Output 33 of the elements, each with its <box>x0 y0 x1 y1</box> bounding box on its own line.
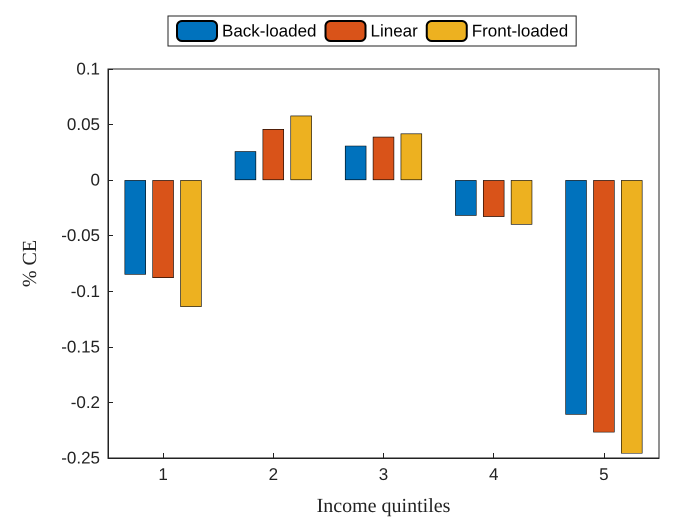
bar <box>262 129 284 180</box>
legend-label: Front-loaded <box>472 22 568 40</box>
bar <box>290 116 312 180</box>
y-tick-label: -0.25 <box>61 448 100 468</box>
bar <box>621 180 642 454</box>
y-tick-label: -0.2 <box>70 392 100 412</box>
y-tick-label: -0.1 <box>70 282 100 301</box>
y-axis-title: % CE <box>19 240 41 288</box>
bar <box>565 180 587 415</box>
x-axis-title: Income quintiles <box>316 495 451 517</box>
bar <box>372 136 394 180</box>
bar <box>180 180 202 307</box>
x-tick-label: 5 <box>599 465 609 484</box>
x-tick-label: 1 <box>158 465 168 484</box>
bar <box>455 180 477 216</box>
y-tick-label: 0.1 <box>76 60 100 78</box>
bar <box>593 180 615 432</box>
bar <box>510 180 532 225</box>
legend-label: Linear <box>370 22 418 40</box>
y-tick-label: 0 <box>90 170 100 190</box>
legend-label: Back-loaded <box>222 22 317 40</box>
bar <box>152 180 174 278</box>
bar <box>124 180 146 275</box>
y-tick-label: -0.05 <box>61 226 100 246</box>
y-tick-label: -0.15 <box>61 337 100 356</box>
y-tick-label: 0.05 <box>66 115 100 134</box>
x-tick-label: 2 <box>268 465 278 484</box>
bar <box>344 146 366 180</box>
bar <box>482 180 504 217</box>
bar <box>400 133 422 180</box>
x-tick-label: 3 <box>378 465 388 484</box>
bar <box>234 151 256 180</box>
x-tick-label: 4 <box>488 465 498 484</box>
